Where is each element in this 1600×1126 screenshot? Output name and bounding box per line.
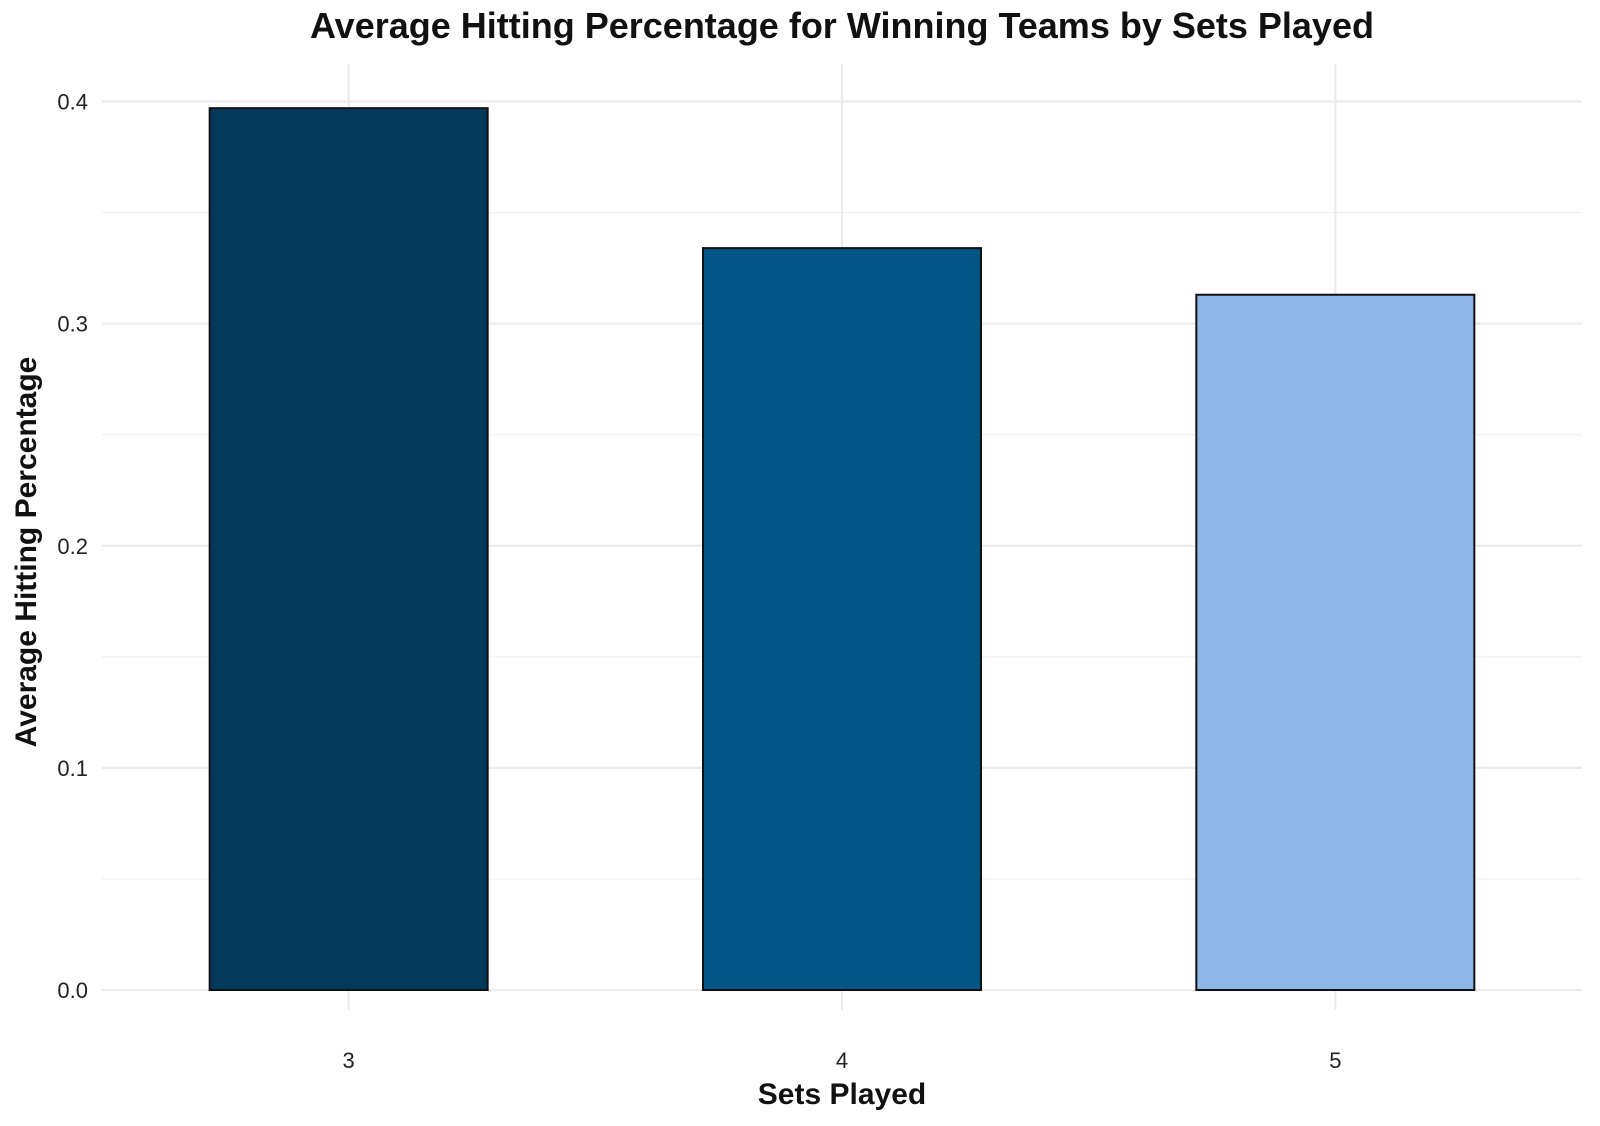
chart-title: Average Hitting Percentage for Winning T… — [310, 5, 1374, 46]
y-tick-label: 0.4 — [57, 90, 88, 115]
bar-sets-4 — [702, 247, 982, 992]
y-tick-label: 0.2 — [57, 534, 88, 559]
y-axis-ticks: 0.0 0.1 0.2 0.3 0.4 — [57, 90, 88, 1004]
bars — [208, 107, 1476, 992]
x-axis-ticks: 3 4 5 — [343, 1048, 1342, 1073]
y-tick-label: 0.1 — [57, 756, 88, 781]
bar-sets-5 — [1195, 293, 1476, 991]
y-tick-label: 0.3 — [57, 312, 88, 337]
y-axis-title: Average Hitting Percentage — [10, 357, 43, 748]
x-axis-title: Sets Played — [758, 1078, 926, 1111]
x-tick-label: 4 — [836, 1048, 848, 1073]
x-tick-label: 3 — [343, 1048, 355, 1073]
bar-sets-3 — [208, 107, 489, 991]
x-tick-label: 5 — [1329, 1048, 1341, 1073]
y-tick-label: 0.0 — [57, 978, 88, 1003]
